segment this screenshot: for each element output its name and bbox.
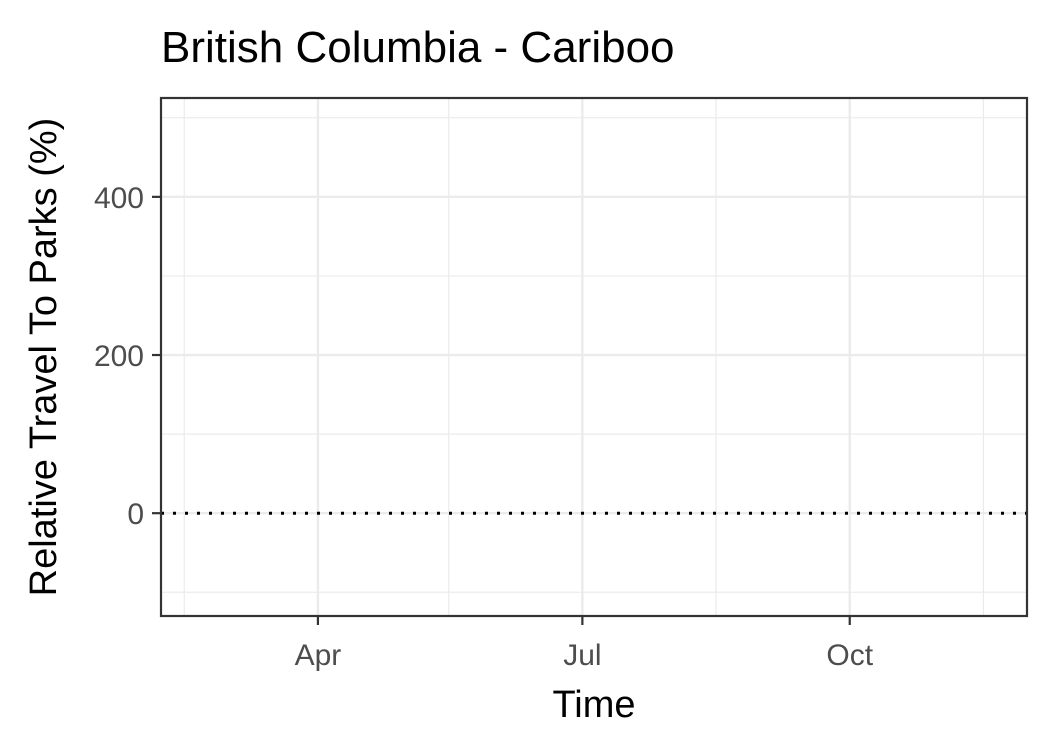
plot-panel [159,96,1029,618]
x-axis: Apr Jul Oct [295,616,874,672]
y-tick-label: 400 [94,182,144,215]
y-tick-label: 200 [94,340,144,373]
panel-background [161,98,1027,616]
x-axis-title: Time [552,684,635,726]
y-axis-title: Relative Travel To Parks (%) [23,118,65,597]
x-tick-label: Jul [563,639,601,672]
panel-border [159,96,1029,618]
x-tick-label: Oct [826,639,873,672]
chart-title: British Columbia - Cariboo [161,23,675,72]
y-tick-label: 0 [127,498,144,531]
x-tick-label: Apr [295,639,342,672]
y-axis: 0 200 400 [94,182,161,531]
